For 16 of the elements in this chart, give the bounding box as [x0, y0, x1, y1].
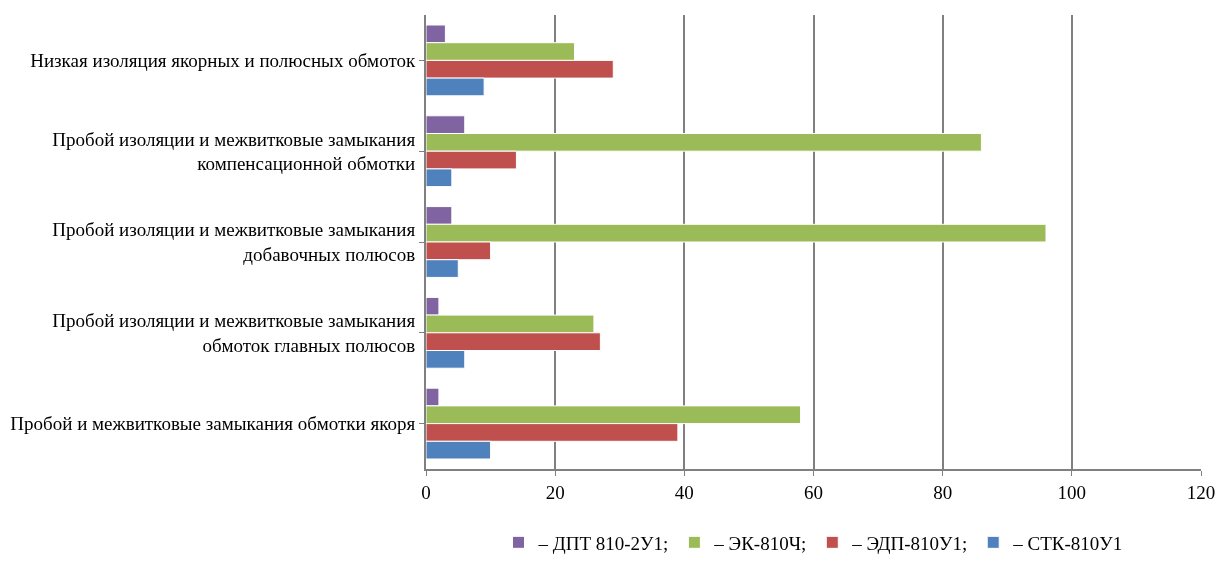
legend-label: – ЭК-810Ч; [713, 532, 807, 554]
x-tick-label: 100 [1057, 481, 1087, 503]
legend-label: – ЭДП-810У1; [851, 532, 968, 554]
y-tick-label: Пробой и межвитковые замыкания обмотки якоря [10, 413, 416, 435]
x-tick-label: 80 [933, 481, 953, 503]
y-tick-label: Пробой изоляции и межвитковые замыкания обмоток главных полюсов [52, 310, 416, 356]
legend-label: – СТК-810У1 [1012, 532, 1123, 554]
y-tick-label: Низкая изоляция якорных и полюсных обмоток [30, 50, 416, 72]
y-tick-label: Пробой изоляции и межвитковые замыкания добавочных полюсов [52, 219, 416, 265]
x-tick-label: 0 [421, 481, 431, 503]
x-tick-label: 40 [674, 481, 694, 503]
x-tick-label: 20 [545, 481, 565, 503]
y-tick-label: Пробой изоляции и межвитковые замыкания компенсационной обмотки [52, 128, 416, 175]
x-tick-label: 120 [1186, 481, 1216, 503]
legend-label: – ДПТ 810-2У1; [537, 532, 669, 554]
x-tick-label: 60 [804, 481, 823, 503]
